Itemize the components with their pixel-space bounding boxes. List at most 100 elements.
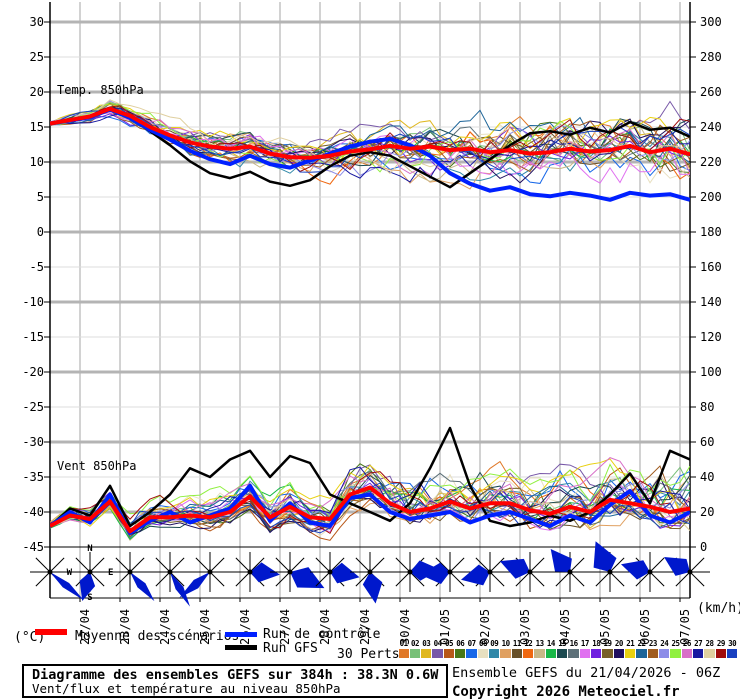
member-palette-cell: 17 (579, 639, 591, 658)
wind-rose (179, 552, 230, 598)
mean-line-swatch (35, 629, 67, 635)
member-palette-cell: 18 (591, 640, 602, 658)
kmh-unit-label: (km/h) (697, 601, 740, 616)
left-axis-tick: -40 (22, 505, 44, 519)
diagram-subtitle: Vent/flux et température au niveau 850hP… (32, 681, 341, 696)
member-number: 06 (456, 639, 465, 648)
member-color-swatch (489, 649, 500, 658)
compass-north-label: N (87, 544, 92, 554)
member-palette-cell: 13 (534, 640, 545, 658)
member-number: 16 (569, 639, 579, 648)
right-axis-tick: 220 (700, 155, 722, 169)
member-color-swatch (398, 649, 409, 658)
left-axis-tick: -45 (22, 540, 44, 554)
right-axis-tick: 120 (700, 330, 722, 344)
wind-rose (390, 552, 440, 592)
run-info-text: Ensemble GEFS du 21/04/2026 - 06Z (452, 665, 721, 681)
member-palette-cell: 10 (500, 640, 511, 658)
wind-panel-label: Vent 850hPa (57, 459, 136, 473)
perturbations-count-label: 30 Perts. (337, 647, 408, 662)
member-color-swatch (602, 649, 613, 658)
gfs-line-swatch (225, 645, 257, 650)
wind-rose (461, 552, 510, 592)
member-number: 01 (399, 639, 409, 648)
control-line-swatch (225, 632, 257, 637)
date-label: 06/05 (638, 609, 652, 645)
member-color-swatch (443, 649, 455, 658)
ensemble-member-line (50, 99, 690, 175)
member-palette-cell: 24 (659, 640, 670, 658)
member-number: 13 (535, 639, 545, 648)
member-palette-cell: 26 (681, 640, 693, 658)
member-palette-cell: 27 (693, 640, 704, 658)
temp-main-lines (50, 106, 690, 202)
member-number: 17 (580, 639, 590, 648)
date-label: 24/04 (158, 609, 172, 645)
member-number: 23 (648, 639, 658, 648)
member-number: 11 (512, 639, 522, 648)
wind-rose (499, 552, 550, 592)
right-axis-tick: 100 (700, 365, 722, 379)
member-color-swatch (636, 649, 647, 658)
member-number: 24 (660, 639, 669, 648)
member-number: 27 (694, 639, 703, 648)
member-palette-cell: 14 (545, 639, 557, 658)
member-color-swatch (625, 649, 636, 658)
diagram-title: Diagramme des ensembles GEFS sur 384h : … (32, 667, 439, 683)
wind-rose (310, 552, 360, 592)
member-palette-cell: 29 (715, 640, 727, 658)
member-palette-cell: 20 (613, 640, 625, 658)
left-axis-tick: 20 (30, 85, 44, 99)
left-axis-tick: 30 (30, 15, 44, 29)
control-line-label: Run de contrôle (263, 627, 381, 642)
ensemble-member-line (50, 108, 690, 184)
member-number: 07 (467, 639, 477, 648)
member-color-swatch (693, 649, 704, 658)
date-label: 30/04 (398, 609, 412, 645)
date-label: 23/04 (118, 609, 132, 645)
member-color-swatch (466, 649, 477, 658)
member-number: 04 (433, 639, 443, 648)
date-label: 29/04 (358, 609, 372, 645)
member-color-swatch (477, 649, 489, 658)
member-palette-cell: 07 (466, 640, 477, 658)
left-axis-tick: 25 (30, 50, 44, 64)
left-axis-tick: -30 (22, 435, 44, 449)
date-label: 03/05 (518, 609, 532, 645)
member-number: 05 (444, 639, 454, 648)
gfs-line-label: Run GFS (263, 641, 318, 656)
compass-west-label: W (67, 568, 73, 578)
left-axis-tick: -10 (22, 295, 44, 309)
member-number: 28 (705, 639, 715, 648)
compass-south-label: S (87, 593, 92, 603)
member-color-swatch (613, 649, 625, 658)
member-number: 14 (546, 639, 556, 648)
member-color-swatch (511, 649, 523, 658)
member-color-swatch (659, 649, 670, 658)
left-axis-tick: -15 (22, 330, 44, 344)
wind-rose (621, 552, 670, 592)
member-palette-cell: 22 (636, 640, 647, 658)
member-palette-cell: 19 (602, 640, 613, 658)
left-axis-tick: 5 (37, 190, 44, 204)
date-label: 25/04 (198, 609, 212, 645)
member-number: 15 (558, 639, 567, 648)
wind-rose (350, 552, 390, 604)
date-label: 07/05 (678, 609, 692, 645)
mean-line-label: Moyenne des scénarios (75, 629, 240, 644)
member-color-swatch (647, 649, 659, 658)
member-palette-cell: 09 (489, 640, 500, 658)
axis-frame (44, 2, 696, 602)
member-color-swatch (432, 649, 443, 658)
temp-gfs-line (50, 106, 690, 189)
right-axis-tick: 240 (700, 120, 722, 134)
date-label: 26/04 (238, 609, 252, 645)
member-number: 03 (422, 639, 431, 648)
right-axis-tick: 140 (700, 295, 722, 309)
wind-mean-line (50, 485, 690, 534)
right-axis-tick: 180 (700, 225, 722, 239)
member-palette-cell: 28 (704, 640, 715, 658)
wind-rose (270, 552, 325, 592)
member-palette-cell: 23 (647, 639, 659, 658)
diagram-info-box: Diagramme des ensembles GEFS sur 384h : … (22, 664, 448, 698)
